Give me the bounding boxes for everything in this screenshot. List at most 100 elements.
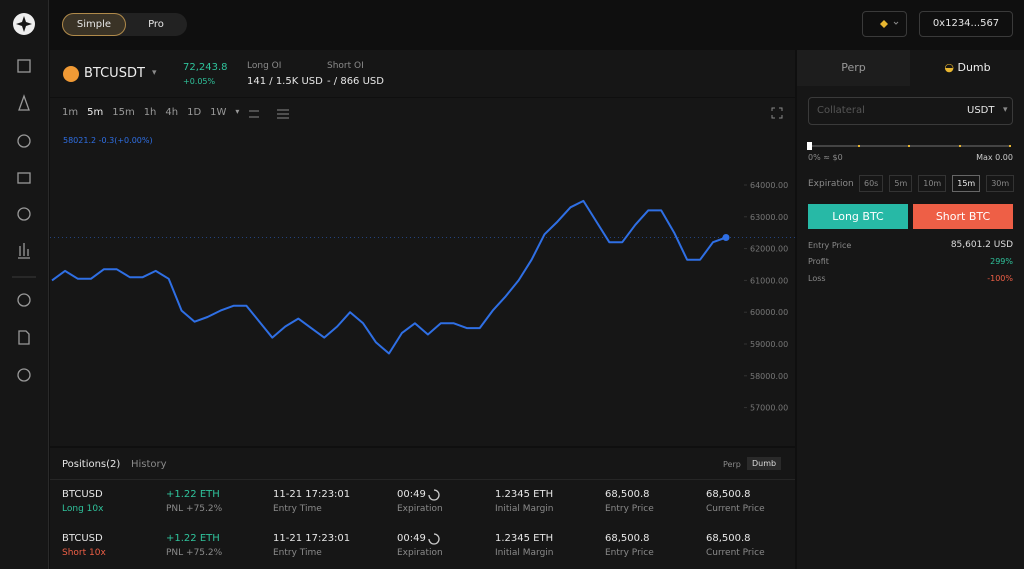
- divider: [50, 479, 795, 480]
- collateral-placeholder: Collateral: [817, 105, 865, 116]
- short-button[interactable]: Short BTC: [913, 204, 1013, 229]
- sidebar-icons: [12, 13, 36, 382]
- mode-pro[interactable]: Pro: [148, 19, 164, 30]
- chart-legend: 58021.2 -0.3(+0.00%): [63, 136, 153, 145]
- position-margin: 1.2345 ETH: [495, 533, 554, 544]
- settings-icon[interactable]: [277, 109, 289, 119]
- tab-positions[interactable]: Positions(2): [62, 459, 121, 470]
- price-line: [51, 199, 727, 355]
- chain-button[interactable]: [862, 11, 907, 37]
- nav-bars[interactable]: [17, 172, 31, 184]
- position-current: 68,500.8: [706, 533, 751, 544]
- position-side: Long 10x: [62, 504, 104, 514]
- nav-doc[interactable]: [18, 330, 30, 345]
- nav-web[interactable]: [17, 368, 31, 382]
- currency[interactable]: USDT: [967, 105, 995, 116]
- slider-max: Max 0.00: [976, 153, 1013, 162]
- chain-icon: [880, 20, 899, 28]
- position-margin: 1.2345 ETH: [495, 489, 554, 500]
- mode-dumb[interactable]: Dumb: [747, 457, 782, 470]
- dumb-icon: ◒: [944, 61, 958, 74]
- timeframe[interactable]: 1W: [210, 107, 227, 118]
- indicator-icon[interactable]: [249, 110, 259, 118]
- wallet-address[interactable]: 0x1234...567: [919, 11, 1013, 37]
- positions-panel: Positions(2) History Perp Dumb BTCUSD Lon…: [50, 448, 795, 569]
- timeframe[interactable]: 4h: [165, 107, 179, 118]
- position-margin-label: Initial Margin: [495, 548, 554, 558]
- position-current-label: Current Price: [706, 504, 765, 514]
- tab-perp[interactable]: Perp: [797, 50, 910, 86]
- timeframe[interactable]: 1h: [143, 107, 157, 118]
- nav-stats[interactable]: [18, 243, 30, 259]
- chart-tools: [249, 109, 289, 119]
- currency-caret: ▾: [1003, 105, 1008, 115]
- profit-label: Profit: [808, 257, 829, 266]
- timeframe[interactable]: 15m: [112, 107, 135, 118]
- nav-chat[interactable]: [17, 293, 31, 307]
- loss-label: Loss: [808, 274, 826, 283]
- expiration-label: Expiration: [808, 179, 854, 189]
- entry-value: 85,601.2 USD: [950, 240, 1013, 250]
- profit-value: 299%: [990, 257, 1013, 266]
- expiration-option[interactable]: 15m: [952, 175, 981, 192]
- position-expiration: 00:49: [397, 533, 426, 544]
- tab-history[interactable]: History: [131, 459, 167, 470]
- slider-min: 0% ≈ $0: [808, 153, 843, 162]
- position-pnl-pct: PNL +75.2%: [166, 504, 223, 514]
- position-time: 11-21 17:23:01: [273, 533, 351, 544]
- chart-panel: 1m 5m 15m 1h 4h 1D 1W ▾ 58021.2 -0.3(+0.00%) 570…: [50, 98, 795, 446]
- short-oi-label: Short OI: [327, 61, 364, 71]
- timeframe[interactable]: 1D: [187, 107, 202, 118]
- expiration-option[interactable]: 5m: [889, 175, 913, 192]
- symbol-caret: ▾: [152, 68, 157, 78]
- nav-lab[interactable]: [18, 94, 30, 111]
- expiration-option[interactable]: 10m: [918, 175, 947, 192]
- y-tick-label: 62000.00: [750, 245, 788, 254]
- slider[interactable]: [807, 140, 1014, 152]
- timer-icon: [428, 489, 440, 501]
- trade-panel: Perp ◒ Dumb Collateral USDT ▾ 0% ≈ $0 Ma…: [797, 50, 1024, 569]
- short-oi: - / 866 USD: [327, 76, 384, 87]
- position-entry-label: Entry Price: [605, 504, 654, 514]
- entry-label: Entry Price: [808, 241, 852, 250]
- position-current-label: Current Price: [706, 548, 765, 558]
- price-change: +0.05%: [183, 77, 216, 86]
- position-pnl: +1.22 ETH: [166, 533, 220, 544]
- expiration-option[interactable]: 30m: [986, 175, 1015, 192]
- position-entry-label: Entry Price: [605, 548, 654, 558]
- loss-value: -100%: [987, 274, 1013, 283]
- nav-dollar[interactable]: [17, 134, 31, 148]
- position-pnl-pct: PNL +75.2%: [166, 548, 223, 558]
- timeframe-more[interactable]: ▾: [235, 107, 240, 116]
- timeframes: 1m 5m 15m 1h 4h 1D 1W ▾: [62, 107, 239, 121]
- fullscreen[interactable]: [770, 106, 784, 120]
- price: 72,243.8: [183, 62, 228, 73]
- tab-dumb[interactable]: ◒ Dumb: [911, 50, 1024, 86]
- long-button[interactable]: Long BTC: [808, 204, 908, 229]
- y-tick-label: 64000.00: [750, 181, 788, 190]
- btc-icon: [63, 66, 79, 82]
- long-oi: 141 / 1.5K USD: [247, 76, 323, 87]
- collateral-input[interactable]: Collateral USDT ▾: [808, 97, 1013, 125]
- position-expiration-label: Expiration: [397, 548, 443, 558]
- price-chart: 58021.2 -0.3(+0.00%) 57000.00 58000.00 5900…: [50, 136, 795, 413]
- timer-icon: [428, 533, 440, 545]
- position-side: Short 10x: [62, 548, 106, 558]
- position-symbol: BTCUSD: [62, 489, 103, 500]
- position-entry: 68,500.8: [605, 533, 650, 544]
- nav-chart[interactable]: [17, 59, 31, 73]
- position-time-label: Entry Time: [273, 504, 322, 514]
- position-expiration-label: Expiration: [397, 504, 443, 514]
- mode-perp[interactable]: Perp: [723, 460, 741, 469]
- position-margin-label: Initial Margin: [495, 504, 554, 514]
- expiration-option[interactable]: 60s: [859, 175, 884, 192]
- symbol[interactable]: BTCUSDT: [84, 66, 145, 81]
- timeframe[interactable]: 5m: [87, 107, 104, 118]
- mode-simple[interactable]: Simple: [62, 13, 126, 36]
- timeframe[interactable]: 1m: [62, 107, 79, 118]
- mode-toggle: Simple Pro: [62, 13, 187, 36]
- logo-star: [16, 16, 32, 32]
- position-entry: 68,500.8: [605, 489, 650, 500]
- nav-globe[interactable]: [17, 207, 31, 221]
- y-tick-label: 59000.00: [750, 340, 788, 349]
